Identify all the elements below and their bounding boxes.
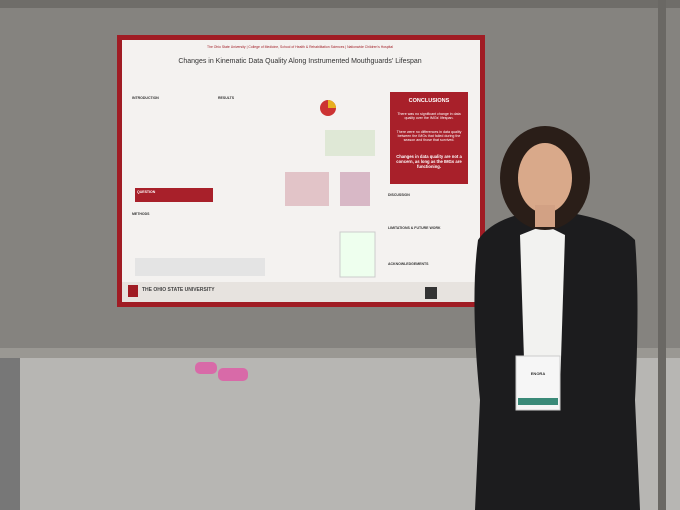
badge-name: ENORA [530, 371, 546, 376]
section-heading: ACKNOWLEDGEMENTS [388, 262, 429, 266]
poster-footer: THE OHIO STATE UNIVERSITY [142, 287, 215, 293]
poster-footer-band [122, 282, 480, 302]
conclusions-box [390, 92, 468, 184]
shoe [218, 368, 248, 381]
section-heading: QUESTION [137, 190, 156, 194]
board-post [658, 0, 666, 510]
osu-logo [128, 285, 138, 297]
section-heading: RESULTS [218, 96, 235, 100]
poster-header: The Ohio State University | College of M… [207, 45, 393, 49]
figure [340, 172, 370, 206]
board-rail [0, 348, 680, 358]
pie-icon-slice [328, 100, 336, 108]
figure [285, 172, 329, 206]
section-heading: DISCUSSION [388, 193, 410, 197]
figure [325, 130, 375, 156]
section-heading: METHODS [132, 212, 150, 216]
section-heading: INTRODUCTION [132, 96, 159, 100]
poster-title: Changes in Kinematic Data Quality Along … [178, 58, 422, 65]
conclusion-point: Changes in data quality are not a concer… [396, 154, 462, 169]
face [518, 143, 572, 213]
conclusions-heading: CONCLUSIONS [408, 98, 450, 104]
board-frame [0, 0, 680, 8]
conclusion-point: There were no differences in data qualit… [396, 130, 462, 143]
figure [339, 231, 376, 278]
badge-band [518, 398, 558, 405]
board-leg [0, 358, 20, 510]
section-heading: LIMITATIONS & FUTURE WORK [388, 226, 441, 230]
figure [135, 258, 265, 276]
question-box [135, 188, 213, 202]
qr-code [425, 287, 437, 299]
shoe [195, 362, 217, 374]
neck [535, 205, 555, 227]
shirt [520, 225, 565, 390]
conclusion-point: There was no significant change in data … [397, 112, 461, 121]
